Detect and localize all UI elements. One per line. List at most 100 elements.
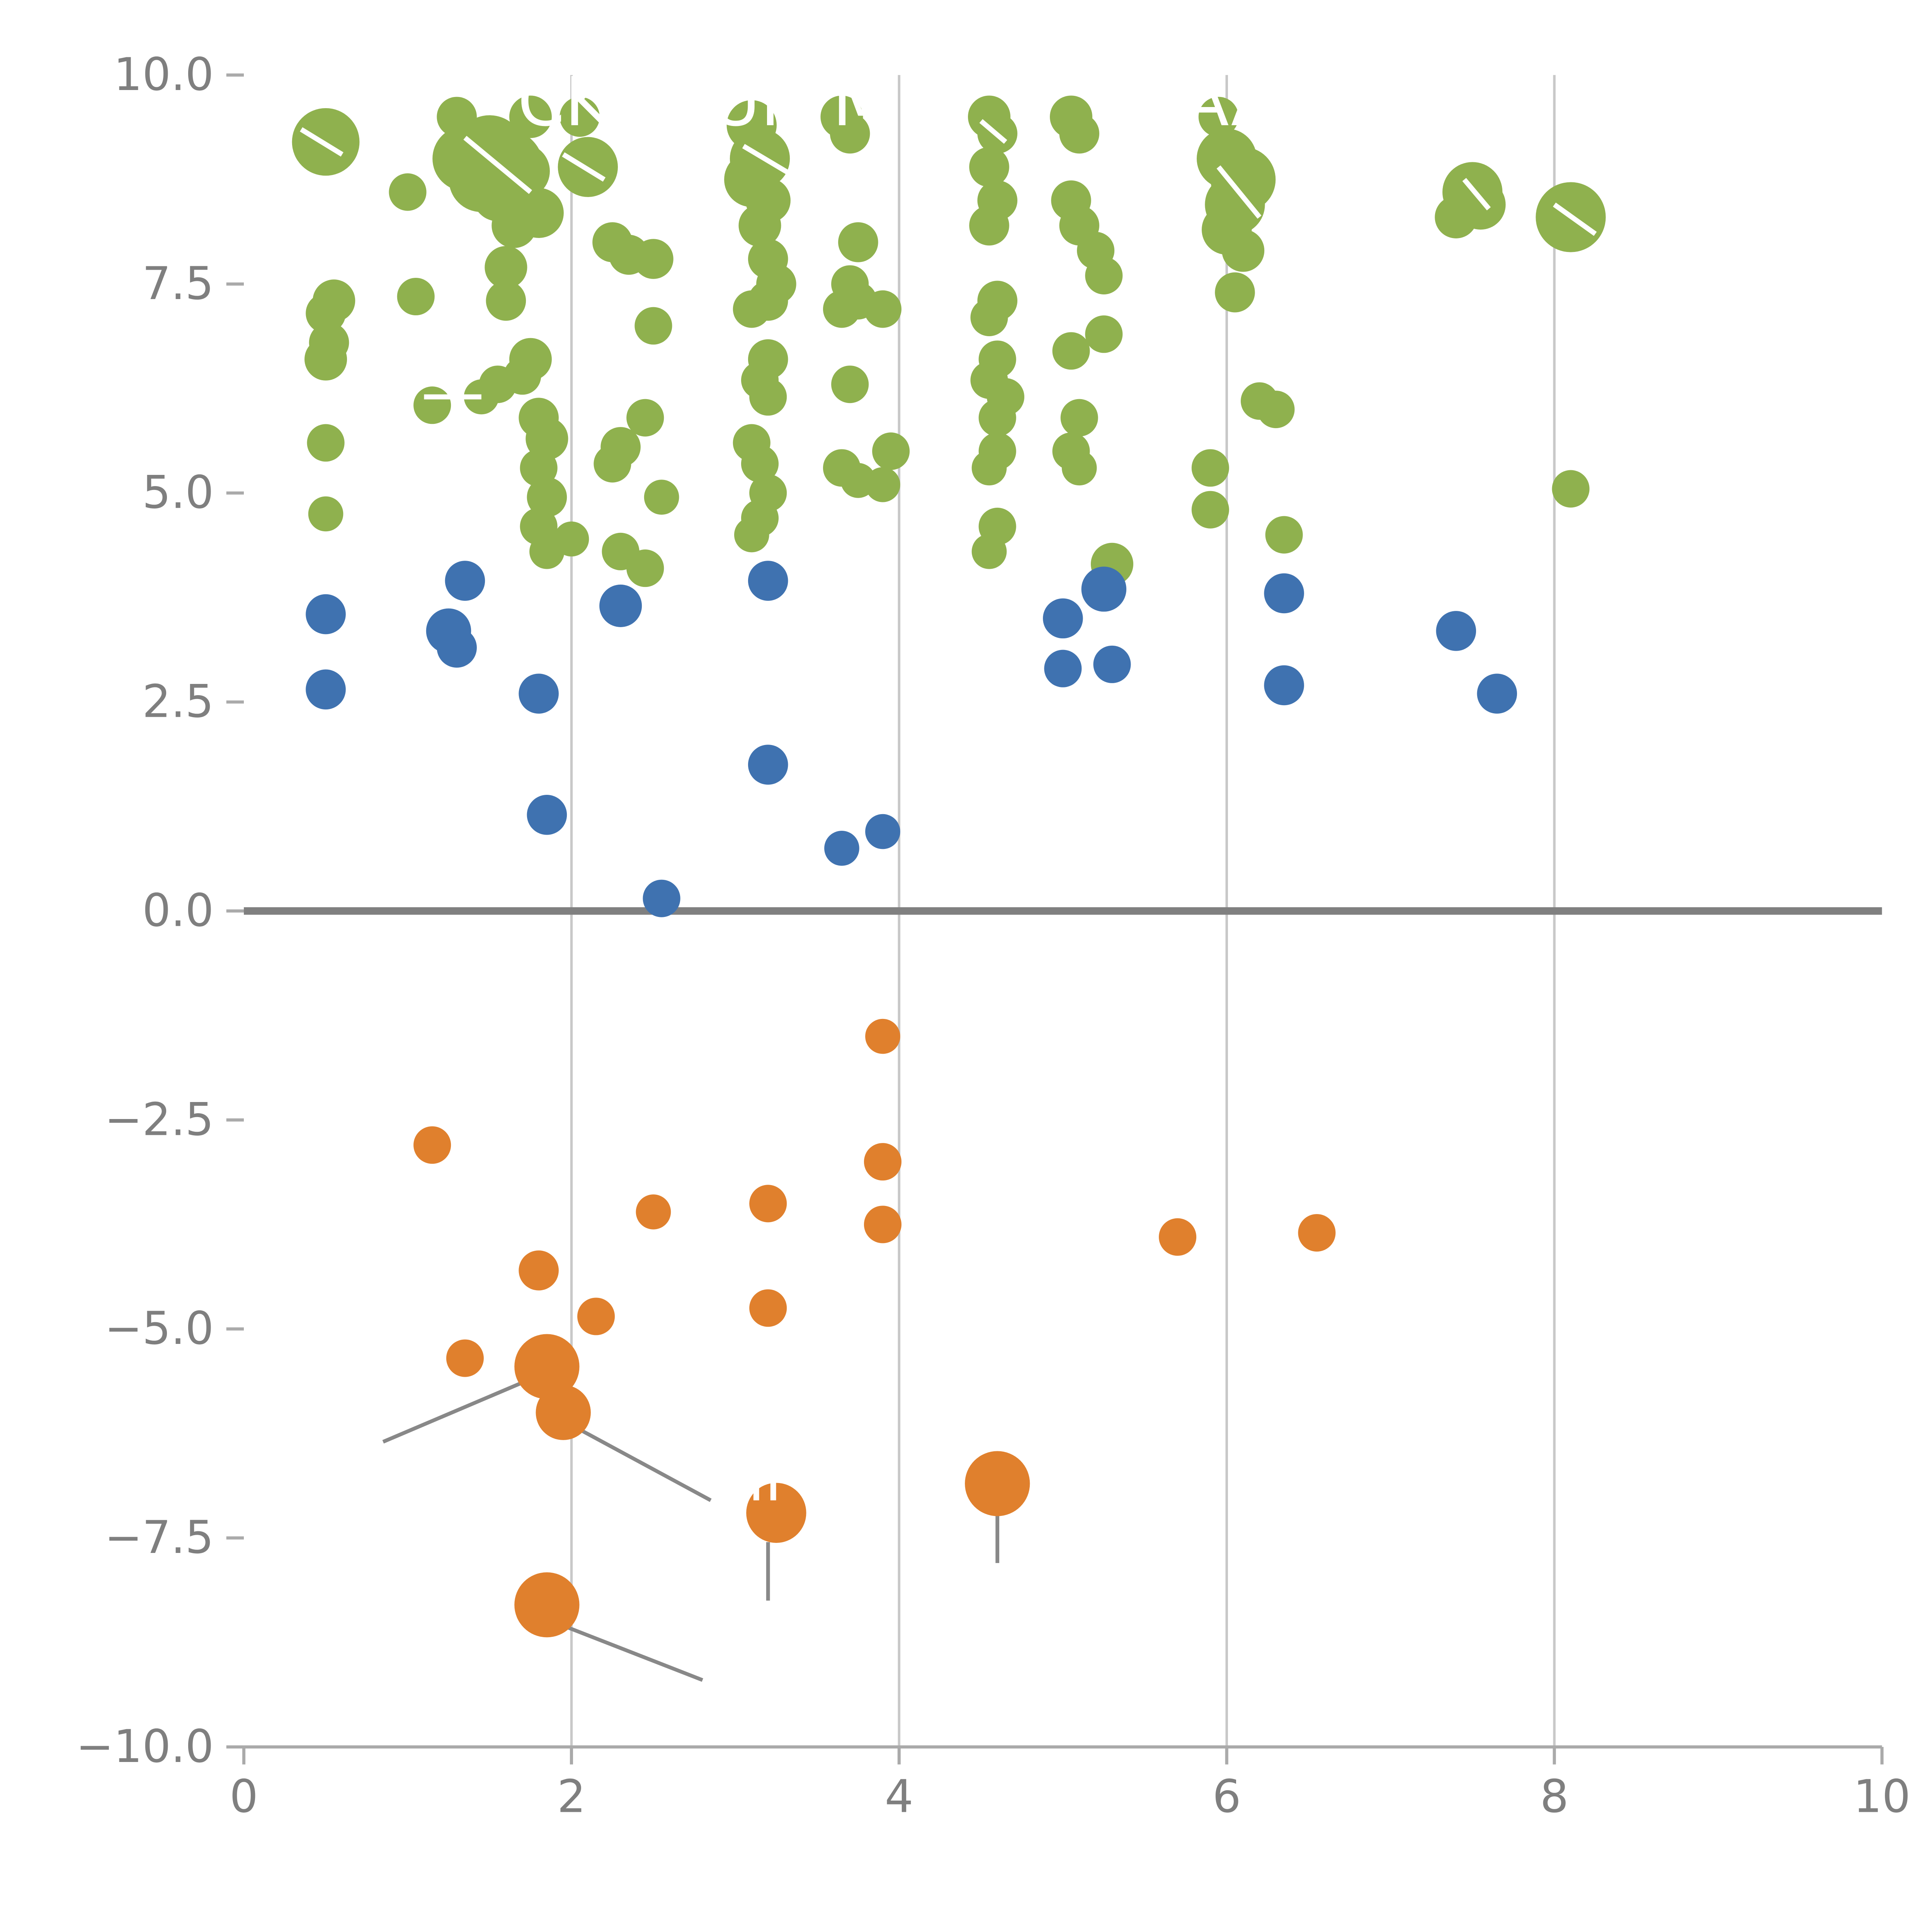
data-point-green xyxy=(304,338,347,381)
data-point-orange xyxy=(865,1019,900,1054)
x-tick-label: 6 xyxy=(1213,1770,1241,1823)
annotation-line xyxy=(563,1624,703,1682)
y-tick-label: 10.0 xyxy=(114,49,214,101)
x-tick-label: 8 xyxy=(1540,1770,1569,1823)
white-annotation-line xyxy=(562,152,606,182)
x-tick-label: 0 xyxy=(230,1770,258,1823)
data-point-green xyxy=(308,496,344,532)
data-point-orange xyxy=(1159,1218,1197,1256)
data-point-blue xyxy=(1044,650,1082,687)
data-point-orange xyxy=(1298,1214,1336,1252)
data-point-blue xyxy=(306,669,346,710)
data-point-green xyxy=(823,290,861,328)
data-point-green xyxy=(626,399,664,437)
data-point-green xyxy=(389,173,427,211)
data-point-green xyxy=(741,445,779,483)
data-point-blue xyxy=(748,745,788,785)
annotation-line xyxy=(570,1423,712,1502)
data-point-green xyxy=(527,477,567,517)
chart-title-fragment: UN M xyxy=(711,63,891,141)
data-point-green xyxy=(1085,315,1123,353)
data-point-blue xyxy=(748,561,788,601)
data-point-green xyxy=(486,281,526,321)
data-point-green xyxy=(971,534,1007,569)
data-point-orange xyxy=(413,1126,451,1164)
data-point-green xyxy=(1552,470,1590,508)
data-point-green xyxy=(626,549,664,587)
y-tick-label: −10.0 xyxy=(76,1721,214,1773)
data-point-green xyxy=(970,299,1008,337)
data-point-green xyxy=(1215,272,1255,313)
data-point-blue xyxy=(1264,665,1304,706)
data-point-orange xyxy=(577,1298,615,1335)
data-point-green xyxy=(733,290,770,328)
x-tick-label: 10 xyxy=(1853,1770,1910,1823)
data-point-blue xyxy=(1043,598,1083,639)
y-tick-label: −5.0 xyxy=(105,1303,214,1355)
data-point-green xyxy=(1198,97,1239,137)
data-point-green xyxy=(971,450,1007,486)
data-point-green xyxy=(413,386,451,424)
y-tick-label: 7.5 xyxy=(142,258,214,310)
data-point-blue xyxy=(1264,573,1304,614)
data-point-green xyxy=(634,307,672,345)
data-point-green xyxy=(1222,229,1265,272)
data-point-blue xyxy=(527,795,567,835)
data-point-green xyxy=(307,424,345,462)
data-point-orange xyxy=(519,1250,559,1291)
data-point-green xyxy=(633,239,673,279)
y-tick-label: −2.5 xyxy=(105,1094,214,1146)
x-tick-label: 4 xyxy=(885,1770,913,1823)
data-point-green xyxy=(865,467,900,502)
data-point-green xyxy=(514,188,564,238)
annotation-line xyxy=(382,1377,531,1444)
data-point-blue xyxy=(306,594,346,634)
data-point-green xyxy=(509,95,552,138)
white-annotation-line xyxy=(979,119,1007,144)
data-point-orange xyxy=(749,1289,787,1327)
data-point-blue xyxy=(1436,611,1476,651)
data-point-green xyxy=(864,290,902,328)
data-point-green xyxy=(831,366,869,403)
white-annotation-line xyxy=(300,127,344,157)
data-point-orange xyxy=(864,1206,902,1243)
data-point-orange xyxy=(514,1334,580,1399)
data-point-orange xyxy=(514,1572,580,1638)
data-point-blue xyxy=(445,561,485,601)
data-point-green xyxy=(1059,113,1099,154)
chart-title-fragment: II xyxy=(748,1447,782,1514)
data-point-green xyxy=(1060,399,1098,437)
white-annotation-line xyxy=(1462,178,1491,211)
data-point-green xyxy=(872,432,910,470)
x-tick-label: 2 xyxy=(557,1770,586,1823)
white-annotation-line xyxy=(742,144,794,178)
y-tick-label: 5.0 xyxy=(142,467,214,519)
data-point-blue xyxy=(519,673,559,714)
data-point-blue xyxy=(1081,566,1127,612)
data-point-orange xyxy=(864,1143,902,1181)
data-point-green xyxy=(503,357,541,395)
data-point-orange xyxy=(446,1339,484,1377)
data-point-blue xyxy=(1477,673,1517,714)
data-point-green xyxy=(734,517,769,553)
data-point-green xyxy=(1085,257,1123,294)
data-point-green xyxy=(1265,516,1303,554)
y-tick-label: −7.5 xyxy=(105,1512,214,1564)
data-point-green xyxy=(397,277,435,316)
data-point-green xyxy=(1061,450,1097,486)
data-point-green xyxy=(969,205,1009,246)
white-annotation-line xyxy=(1553,202,1597,236)
data-point-green xyxy=(594,445,631,483)
data-point-green xyxy=(969,147,1009,187)
data-point-green xyxy=(838,222,878,262)
white-annotation-line xyxy=(463,136,532,194)
data-point-green xyxy=(749,378,787,416)
white-annotation-line xyxy=(1216,165,1262,219)
data-point-green xyxy=(830,113,870,154)
data-point-blue xyxy=(1093,645,1131,683)
chart-title-fragment: CK xyxy=(517,63,611,141)
data-point-orange xyxy=(965,1451,1030,1516)
data-point-green xyxy=(644,480,679,515)
